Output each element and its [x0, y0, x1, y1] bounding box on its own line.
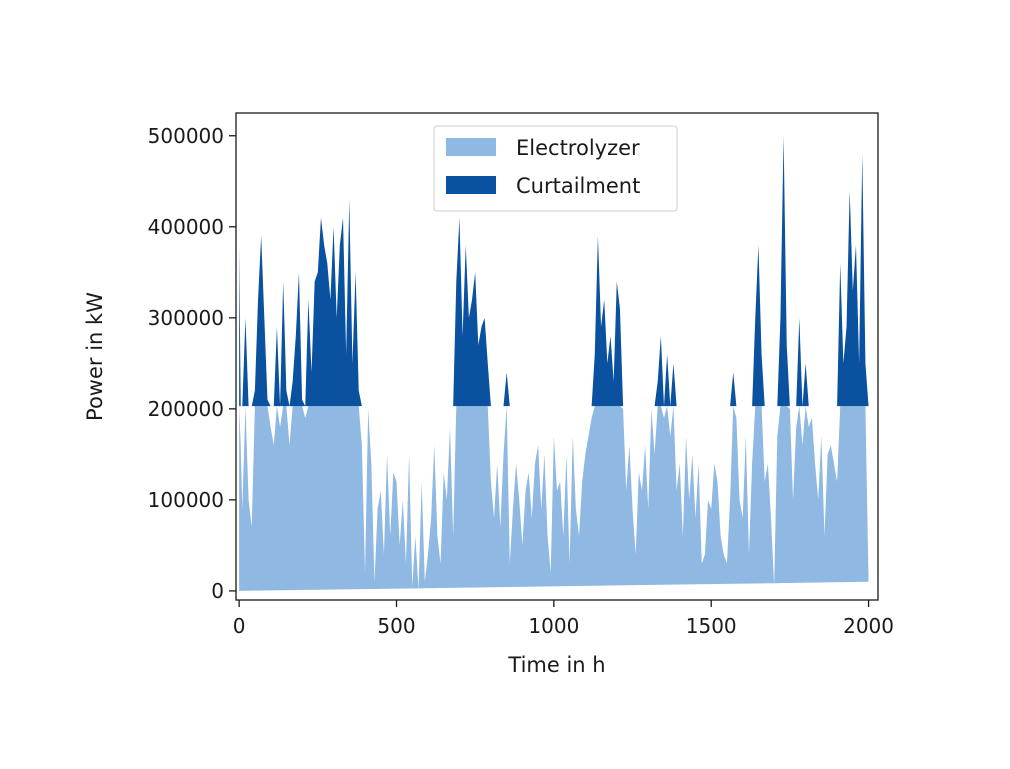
x-axis-label: Time in h: [507, 653, 605, 677]
curtailment-series: [239, 135, 869, 407]
x-axis: 0 500 1000 1500 2000: [233, 600, 894, 638]
y-tick-label: 100000: [148, 488, 224, 512]
x-tick-label: 1000: [528, 614, 579, 638]
y-axis-label: Power in kW: [83, 292, 107, 421]
electrolyzer-area: [239, 406, 869, 591]
legend-swatch-curtailment: [446, 176, 496, 194]
y-tick-label: 200000: [148, 397, 224, 421]
legend-label-electrolyzer: Electrolyzer: [516, 136, 640, 160]
y-axis: 0 100000 200000 300000 400000 500000: [148, 124, 236, 603]
legend-swatch-electrolyzer: [446, 138, 496, 156]
y-tick-label: 300000: [148, 306, 224, 330]
y-tick-label: 0: [211, 579, 224, 603]
electrolyzer-series: [239, 406, 869, 591]
x-tick-label: 1500: [686, 614, 737, 638]
x-tick-label: 2000: [843, 614, 894, 638]
y-tick-label: 400000: [148, 215, 224, 239]
curtailment-area: [239, 135, 869, 407]
x-tick-label: 500: [377, 614, 415, 638]
legend-label-curtailment: Curtailment: [516, 174, 640, 198]
y-tick-label: 500000: [148, 124, 224, 148]
legend: Electrolyzer Curtailment: [433, 125, 678, 212]
x-tick-label: 0: [233, 614, 246, 638]
plot-area: [239, 135, 869, 591]
axes-frame: [235, 112, 879, 601]
